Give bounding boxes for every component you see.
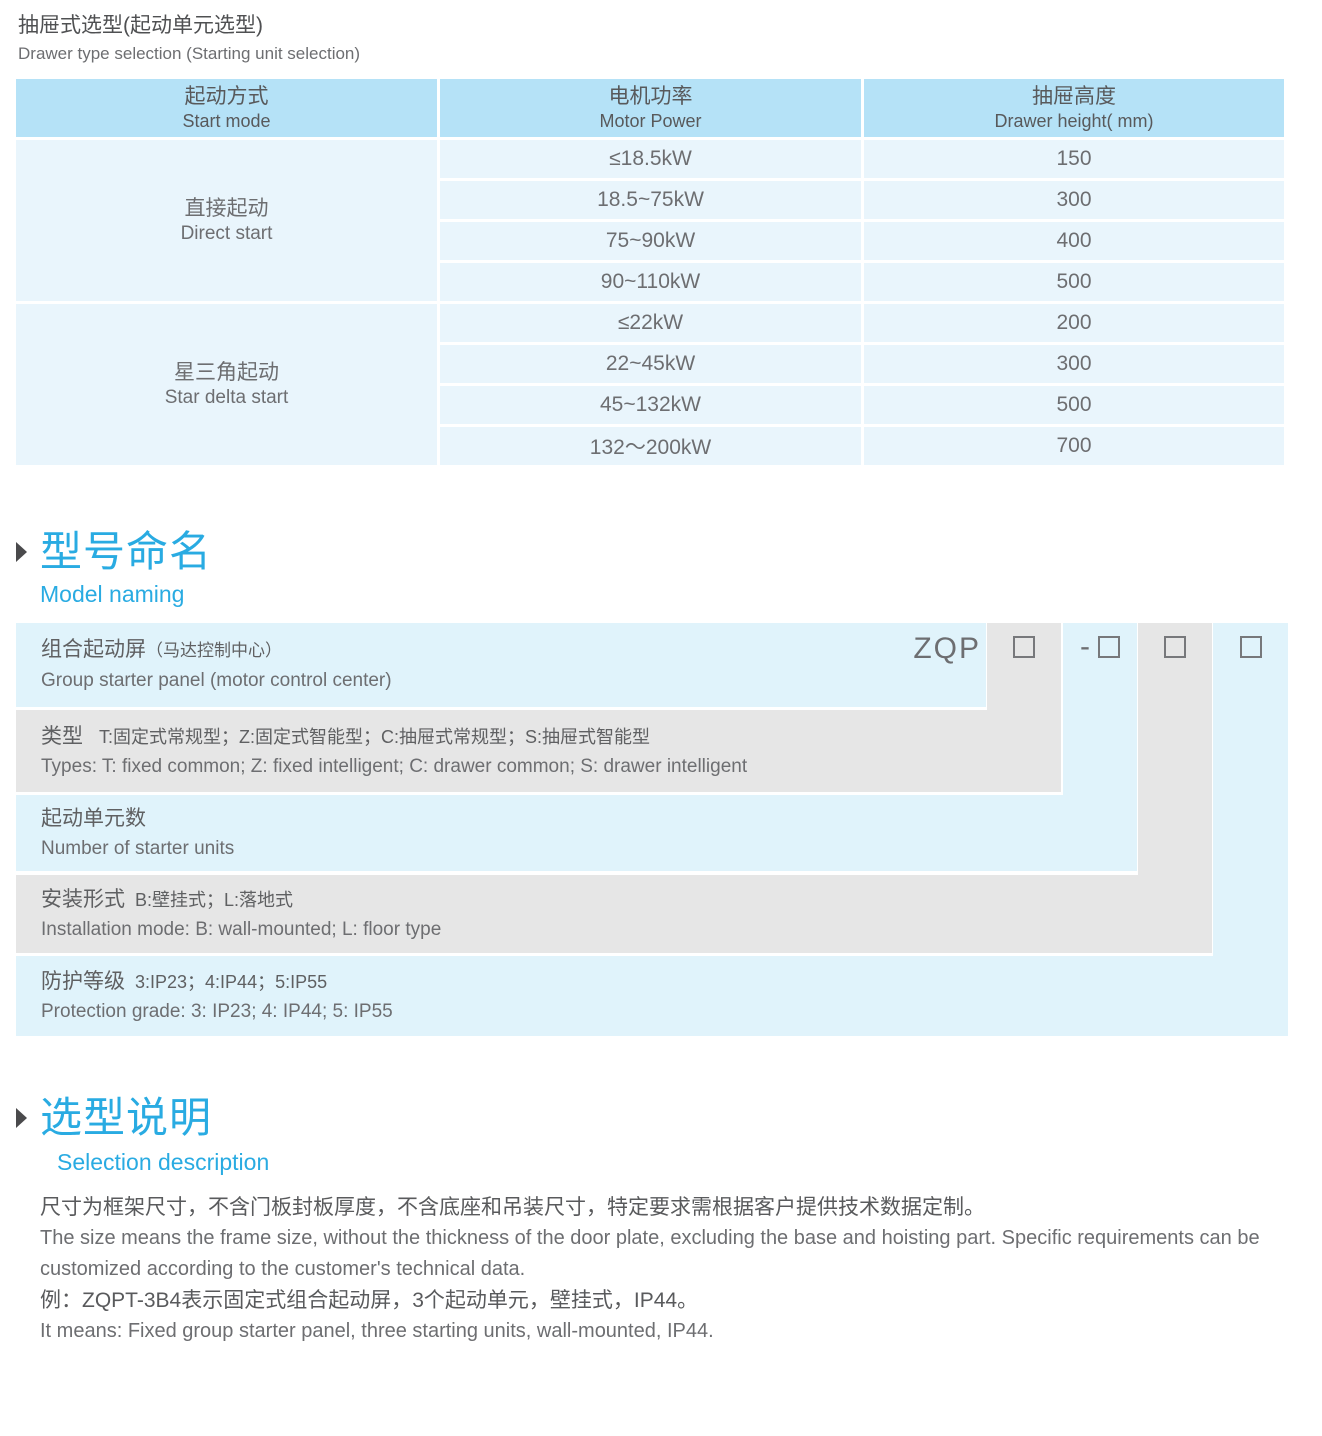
section-marker-icon <box>16 1108 27 1128</box>
height-cell: 500 <box>864 263 1284 301</box>
table-row: 直接起动 Direct start ≤18.5kW 150 <box>16 140 1284 301</box>
naming-row-protection: 防护等级 3:IP23；4:IP44；5:IP55 Protection grad… <box>16 956 1288 1036</box>
code-box-units <box>1098 635 1120 658</box>
height-cell: 300 <box>864 345 1284 383</box>
height-cell: 150 <box>864 140 1284 178</box>
code-separator: - <box>1080 629 1090 663</box>
table-header-row: 起动方式 Start mode 电机功率 Motor Power 抽屉高度 Dr… <box>16 79 1284 137</box>
power-cell: 18.5~75kW <box>440 181 861 219</box>
row-label-en: Types: T: fixed common; Z: fixed intelli… <box>41 755 748 777</box>
naming-row-units: 起动单元数 Number of starter units <box>16 795 1137 871</box>
power-cell: 22~45kW <box>440 345 861 383</box>
doc-title-en: Drawer type selection (Starting unit sel… <box>18 44 361 63</box>
row-detail-zh: 3:IP23；4:IP44；5:IP55 <box>135 971 328 992</box>
row-note-zh: （马达控制中心） <box>146 641 282 660</box>
mode-cell-star-delta: 星三角起动 Star delta start <box>16 304 437 465</box>
model-naming-heading: 型号命名 Model naming <box>16 528 212 608</box>
row-label-zh: 安装形式 <box>41 887 125 911</box>
power-cell: 75~90kW <box>440 222 861 260</box>
doc-title: 抽屉式选型(起动单元选型) Drawer type selection (Sta… <box>18 12 360 66</box>
model-naming-diagram: - 组合起动屏（马达控制中心） Group starter panel (mot… <box>16 623 1288 1036</box>
height-cell: 700 <box>864 427 1284 465</box>
row-label-zh: 防护等级 <box>41 969 125 993</box>
code-box-protection <box>1239 635 1262 658</box>
desc-en: The size means the frame size, without t… <box>40 1227 1260 1280</box>
code-box-installation <box>1164 635 1186 658</box>
row-label-en: Number of starter units <box>41 837 235 859</box>
power-cell: 45~132kW <box>440 386 861 424</box>
naming-row-installation: 安装形式 B:壁挂式；L:落地式 Installation mode: B: wa… <box>16 875 1212 953</box>
header-start-mode: 起动方式 Start mode <box>16 79 437 137</box>
section-title-en: Model naming <box>40 581 185 607</box>
row-label-en: Installation mode: B: wall-mounted; L: f… <box>41 918 442 940</box>
table-row: 90~110kW 500 <box>16 263 1284 301</box>
desc-zh: 尺寸为框架尺寸，不含门板封板厚度，不含底座和吊装尺寸，特定要求需根据客户提供技术… <box>40 1196 985 1219</box>
header-motor-power: 电机功率 Motor Power <box>440 79 861 137</box>
row-label-zh: 组合起动屏 <box>41 638 146 661</box>
row-label-en: Group starter panel (motor control cente… <box>41 670 392 691</box>
naming-row-panel: 组合起动屏（马达控制中心） Group starter panel (motor… <box>16 623 986 707</box>
table-row: 75~90kW 400 <box>16 222 1284 260</box>
example-zh: 例：ZQPT-3B4表示固定式组合起动屏，3个起动单元，壁挂式，IP44。 <box>40 1289 699 1312</box>
naming-row-types: 类型 T:固定式常规型；Z:固定式智能型；C:抽屉式常规型；S:抽屉式智能型 Ty… <box>16 710 1061 792</box>
selection-table: 起动方式 Start mode 电机功率 Motor Power 抽屉高度 Dr… <box>13 76 1287 468</box>
table-row: 45~132kW 500 <box>16 386 1284 424</box>
section-title-zh: 型号命名 <box>40 528 213 575</box>
table-row: 18.5~75kW 300 <box>16 181 1284 219</box>
row-label-zh: 类型 <box>41 724 83 748</box>
row-label-en: Protection grade: 3: IP23; 4: IP44; 5: I… <box>41 1000 393 1022</box>
code-box-type <box>1013 635 1035 658</box>
table-row: 132～200kW 700 <box>16 427 1284 465</box>
height-cell: 500 <box>864 386 1284 424</box>
section-title-zh: 选型说明 <box>40 1094 213 1141</box>
power-cell: 132～200kW <box>440 427 861 465</box>
height-cell: 300 <box>864 181 1284 219</box>
header-drawer-height: 抽屉高度 Drawer height( mm) <box>864 79 1284 137</box>
power-cell: ≤22kW <box>440 304 861 342</box>
section-marker-icon <box>16 542 27 562</box>
selection-description-heading: 选型说明 Selection description <box>16 1094 269 1176</box>
row-detail-zh: T:固定式常规型；Z:固定式智能型；C:抽屉式常规型；S:抽屉式智能型 <box>99 726 651 747</box>
height-cell: 400 <box>864 222 1284 260</box>
height-cell: 200 <box>864 304 1284 342</box>
example-en: It means: Fixed group starter panel, thr… <box>40 1320 714 1342</box>
selection-description-body: 尺寸为框架尺寸，不含门板封板厚度，不含底座和吊装尺寸，特定要求需根据客户提供技术… <box>40 1192 1290 1347</box>
table-row: 22~45kW 300 <box>16 345 1284 383</box>
row-detail-zh: B:壁挂式；L:落地式 <box>135 889 294 910</box>
power-cell: 90~110kW <box>440 263 861 301</box>
table-row: 星三角起动 Star delta start ≤22kW 200 <box>16 304 1284 465</box>
model-prefix: ZQP <box>913 632 981 665</box>
row-label-zh: 起动单元数 <box>41 806 146 830</box>
doc-title-zh: 抽屉式选型(起动单元选型) <box>18 14 263 37</box>
mode-cell-direct-start: 直接起动 Direct start <box>16 140 437 301</box>
power-cell: ≤18.5kW <box>440 140 861 178</box>
section-title-en: Selection description <box>57 1149 270 1175</box>
